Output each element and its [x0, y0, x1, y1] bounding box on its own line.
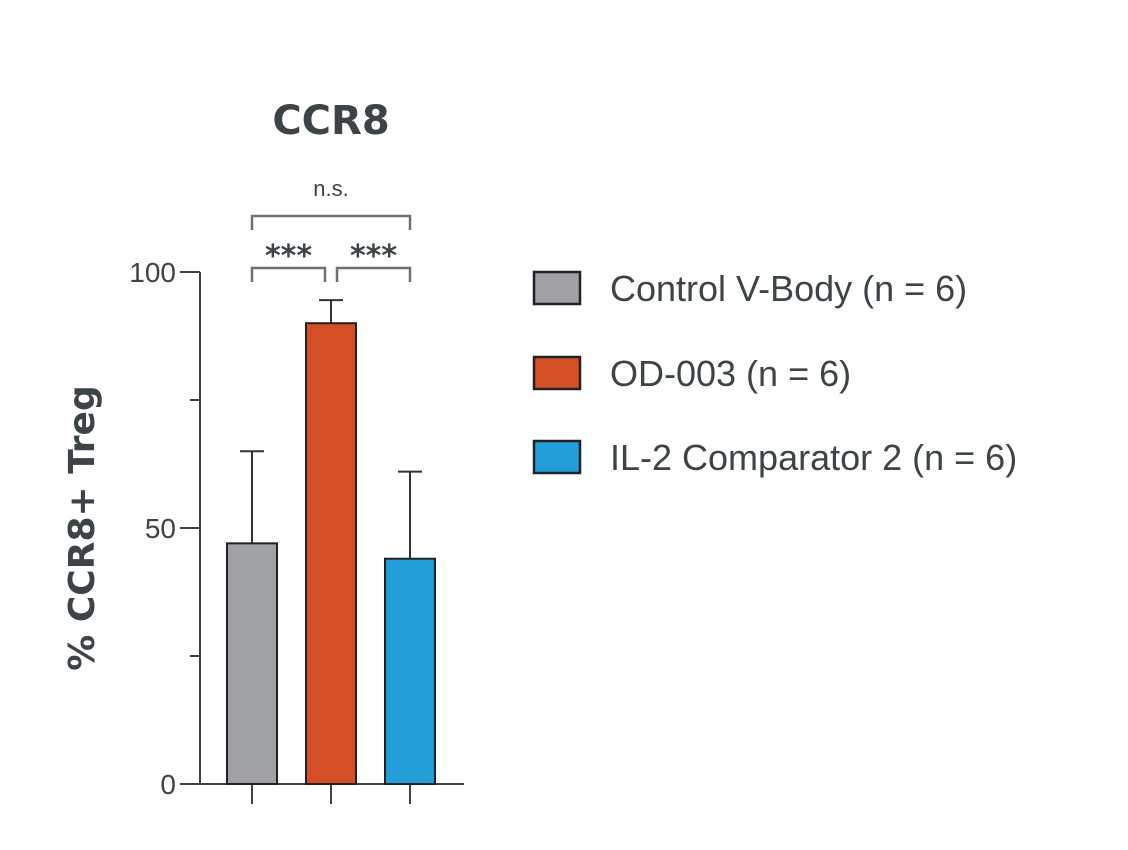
legend-label-3: IL-2 Comparator 2 (n = 6)	[610, 437, 1017, 478]
significance-label: ***	[265, 239, 312, 274]
significance-bracket	[335, 266, 412, 282]
legend-swatch-2	[532, 355, 582, 391]
legend: Control V-Body (n = 6) OD-003 (n = 6) IL-2…	[532, 268, 1017, 478]
legend-swatch-1	[532, 270, 582, 306]
bar-2	[305, 322, 357, 785]
significance-bracket	[250, 214, 412, 230]
bar-1	[226, 542, 278, 785]
bars-group	[226, 299, 436, 785]
significance-bracket	[250, 266, 327, 282]
bar-3	[384, 557, 436, 785]
y-tick-label: 0	[160, 769, 176, 800]
legend-label-1: Control V-Body (n = 6)	[610, 268, 967, 309]
legend-label-2: OD-003 (n = 6)	[610, 353, 851, 394]
significance-annotations: *** *** n.s.	[250, 176, 412, 282]
significance-label: n.s.	[313, 176, 348, 201]
y-tick-label: 50	[145, 513, 176, 544]
y-axis-label: % CCR8+ Treg	[62, 385, 103, 670]
legend-swatch-3	[532, 439, 582, 475]
chart-title: CCR8	[272, 98, 389, 144]
significance-label: ***	[350, 239, 397, 274]
y-tick-label: 100	[129, 257, 176, 288]
